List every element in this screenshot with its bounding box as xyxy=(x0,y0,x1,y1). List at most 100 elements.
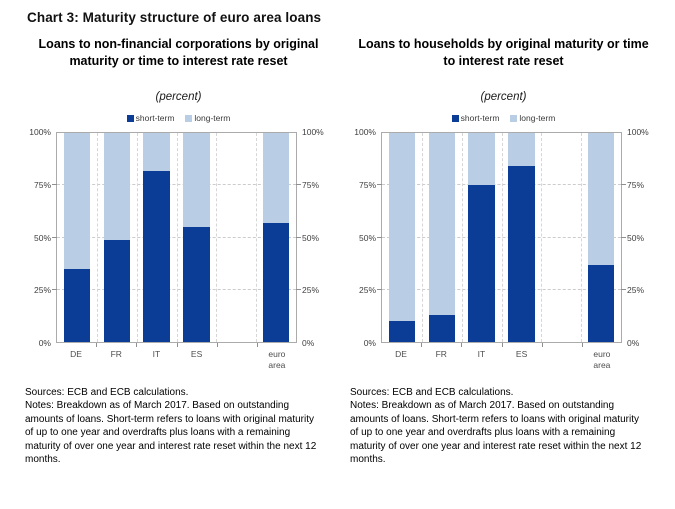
y-axis-tick xyxy=(621,184,626,186)
stacked-bar-ES xyxy=(183,133,210,342)
y-axis-tick xyxy=(377,288,382,290)
y-axis-tick xyxy=(52,184,57,186)
y-axis-label: 50% xyxy=(358,232,376,243)
gridline-vertical xyxy=(421,133,423,342)
x-axis-tick xyxy=(96,343,98,347)
y-axis-tick xyxy=(296,184,301,186)
x-axis-label: DE xyxy=(56,349,96,360)
x-axis-label-text: euro area xyxy=(268,349,286,370)
plot-area xyxy=(52,132,301,343)
plot-row: 0% 25% 50% 75% 100% 0% 25% 50% 75% 100% DE FR IT ES… xyxy=(350,127,657,370)
y-axis-label: 0% xyxy=(363,338,376,348)
gridline-vertical xyxy=(216,133,218,342)
x-axis-label: IT xyxy=(461,349,501,360)
chart-notes: Sources: ECB and ECB calculations. Notes… xyxy=(25,386,323,466)
gridline-vertical xyxy=(501,133,503,342)
y-axis-tick xyxy=(621,288,626,290)
legend: short-term long-term xyxy=(350,112,657,124)
plot-area xyxy=(377,132,626,343)
bar-segment-short-term xyxy=(143,170,170,342)
legend-label-long-term: long-term xyxy=(519,113,556,123)
x-axis: DE FR IT ES euro area xyxy=(381,343,622,370)
stacked-bar-IT xyxy=(143,133,170,342)
y-axis-label: 25% xyxy=(627,285,645,296)
legend-item-short-term: short-term xyxy=(126,113,175,123)
y-axis-tick xyxy=(52,288,57,290)
bar-segment-long-term xyxy=(63,133,91,269)
y-axis-tick xyxy=(296,288,301,290)
x-axis-tick xyxy=(176,343,178,347)
stacked-bar-IT xyxy=(468,133,495,342)
gridline-vertical xyxy=(461,133,463,342)
x-axis-label-text: IT xyxy=(477,349,486,359)
x-axis-label-text: FR xyxy=(435,349,447,359)
x-axis-label: euro area xyxy=(257,349,297,370)
stacked-bar-DE xyxy=(63,133,91,342)
legend-item-long-term: long-term xyxy=(510,113,555,123)
bar-segment-long-term xyxy=(508,133,535,167)
y-axis-label: 0% xyxy=(627,338,640,348)
x-axis-label: FR xyxy=(421,349,461,360)
gridline-vertical xyxy=(541,133,543,342)
legend-swatch-long-term-icon xyxy=(185,114,193,122)
bar-segment-short-term xyxy=(183,227,210,342)
x-axis-label: ES xyxy=(177,349,217,360)
charts-container: Loans to non-financial corporations by o… xyxy=(0,25,675,466)
x-axis-tick xyxy=(256,343,258,347)
legend-item-short-term: short-term xyxy=(451,113,500,123)
y-axis-label: 75% xyxy=(358,179,376,190)
bar-segment-long-term xyxy=(468,133,495,186)
gridline-vertical xyxy=(256,133,258,342)
y-axis-label: 50% xyxy=(302,232,320,243)
stacked-bar-DE xyxy=(388,133,416,342)
notes-body: Notes: Breakdown as of March 2017. Based… xyxy=(350,400,642,466)
page-title: Chart 3: Maturity structure of euro area… xyxy=(27,10,322,25)
y-axis-left: 0% 25% 50% 75% 100% xyxy=(350,127,377,348)
gridline-vertical xyxy=(136,133,138,342)
y-axis-left: 0% 25% 50% 75% 100% xyxy=(25,127,52,348)
bar-segment-short-term xyxy=(508,166,535,342)
gridline-vertical xyxy=(581,133,583,342)
y-axis-label: 100% xyxy=(354,127,376,137)
gridline-vertical xyxy=(96,133,98,342)
y-axis-label: 100% xyxy=(29,127,51,137)
y-axis-tick xyxy=(296,236,301,238)
plot-row: 0% 25% 50% 75% 100% 0% 25% 50% 75% 100% DE FR IT ES… xyxy=(25,127,332,370)
legend-label-short-term: short-term xyxy=(135,113,175,123)
x-axis-label-text: FR xyxy=(110,349,122,359)
y-axis-right: 0% 25% 50% 75% 100% xyxy=(626,127,657,348)
bar-segment-long-term xyxy=(587,133,615,265)
notes-body: Notes: Breakdown as of March 2017. Based… xyxy=(25,400,317,466)
bar-segment-long-term xyxy=(428,133,455,315)
x-axis-label-text: ES xyxy=(515,349,528,359)
gridline-vertical xyxy=(176,133,178,342)
bar-segment-long-term xyxy=(143,133,170,171)
sources-line: Sources: ECB and ECB calculations. xyxy=(25,387,189,398)
legend-item-long-term: long-term xyxy=(185,113,230,123)
legend-label-short-term: short-term xyxy=(460,113,500,123)
x-axis-label-text: IT xyxy=(152,349,161,359)
legend-swatch-short-term-icon xyxy=(451,114,459,122)
bar-segment-short-term xyxy=(103,239,130,342)
chart-panel-households: Loans to households by original maturity… xyxy=(350,36,657,466)
bar-segment-short-term xyxy=(468,185,495,342)
y-axis-label: 100% xyxy=(627,127,649,137)
bar-segment-short-term xyxy=(262,222,290,342)
stacked-bar-FR xyxy=(428,133,455,342)
chart-subtitle: (percent) xyxy=(480,91,527,103)
y-axis-tick xyxy=(377,236,382,238)
x-axis: DE FR IT ES euro area xyxy=(56,343,297,370)
y-axis-tick xyxy=(52,236,57,238)
x-axis-label-text: euro area xyxy=(593,349,611,370)
bar-segment-long-term xyxy=(388,133,416,322)
legend-swatch-long-term-icon xyxy=(510,114,518,122)
y-axis-label: 75% xyxy=(302,179,320,190)
bar-segment-long-term xyxy=(183,133,210,228)
x-axis-label-text: DE xyxy=(395,349,407,359)
x-axis-tick xyxy=(136,343,138,347)
x-axis-tick xyxy=(461,343,463,347)
stacked-bar-ES xyxy=(508,133,535,342)
stacked-bar-euro area xyxy=(587,133,615,342)
y-axis-label: 0% xyxy=(38,338,51,348)
legend-label-long-term: long-term xyxy=(194,113,231,123)
